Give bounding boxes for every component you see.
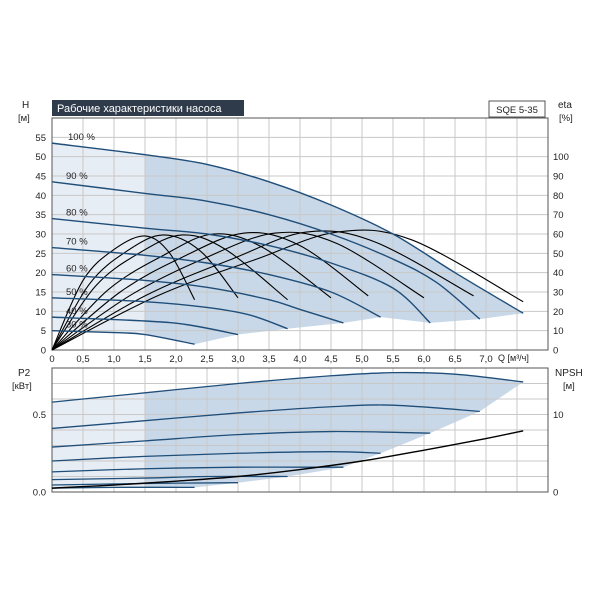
y-tick-label-left: 30 (35, 230, 46, 241)
x-tick-label: 3,0 (231, 354, 244, 365)
x-tick-label: 1,5 (138, 354, 151, 365)
head-curve (51, 246, 381, 318)
x-tick-label: 5,0 (355, 354, 368, 365)
power-curve (51, 451, 381, 462)
power-curve (51, 430, 431, 448)
npsh-tick-label: 10 (553, 410, 564, 421)
y-tick-label-right: 100 (553, 152, 569, 163)
power-curve (51, 466, 344, 473)
y-tick-label-left: 50 (35, 152, 46, 163)
series-label: 50 % (66, 287, 88, 298)
y-tick-label-left: 20 (35, 268, 46, 279)
eta-curve (51, 234, 239, 351)
upper-right-axis-label: eta (558, 100, 572, 111)
x-tick-label: 2,5 (200, 354, 213, 365)
y-tick-label-right: 50 (553, 249, 564, 260)
x-axis-label: Q [м³/ч] (498, 353, 529, 363)
x-tick-label: 0,5 (76, 354, 89, 365)
eta-curve (51, 229, 524, 351)
y-tick-label-right: 10 (553, 326, 564, 337)
y-tick-label-left: 55 (35, 133, 46, 144)
x-tick-label: 6,5 (448, 354, 461, 365)
npsh-tick-label: 0 (553, 488, 558, 499)
lower-plot-frame (51, 367, 549, 493)
head-curve (51, 316, 239, 336)
y-tick-label-right: 80 (553, 191, 564, 202)
series-label: 30 % (66, 320, 88, 331)
y-tick-label-left: 45 (35, 172, 46, 183)
x-tick-label: 7,0 (479, 354, 492, 365)
power-curve (51, 475, 288, 481)
head-curve (51, 273, 344, 324)
upper-right-axis-unit: [%] (559, 113, 573, 124)
p2-tick-label: 0.0 (33, 488, 46, 499)
lower-right-axis-unit: [м] (563, 381, 575, 392)
lower-left-axis-unit: [кВт] (12, 381, 32, 392)
series-label: 90 % (66, 171, 88, 182)
y-tick-label-left: 5 (41, 326, 46, 337)
x-tick-label: 0 (49, 354, 54, 365)
head-curve (51, 329, 195, 345)
power-curve (51, 371, 524, 403)
power-curve (51, 404, 480, 430)
power-plot: 0.0 0.5 0 10 (33, 367, 564, 499)
head-plot: 0 0,5 1,0 1,5 2,0 2,5 3,0 3,5 4,0 4,5 5,0 5,5 6,0 6,5… (35, 117, 569, 365)
y-tick-label-left: 10 (35, 307, 46, 318)
y-tick-label-right: 20 (553, 307, 564, 318)
y-tick-label-right: 30 (553, 288, 564, 299)
y-tick-label-right: 0 (553, 346, 558, 357)
y-tick-label-right: 90 (553, 172, 564, 183)
operating-area (52, 143, 524, 345)
y-tick-label-right: 40 (553, 268, 564, 279)
lower-right-axis-label: NPSH (555, 368, 583, 379)
upper-left-axis-label: H (22, 100, 29, 111)
y-tick-label-left: 40 (35, 191, 46, 202)
eta-curve (51, 234, 288, 351)
head-curve (51, 181, 481, 320)
eta-curve (51, 235, 196, 351)
eta-curve (51, 233, 332, 351)
lower-left-axis-label: P2 (18, 368, 31, 379)
y-tick-label-left: 0 (41, 346, 46, 357)
chart-title: Рабочие характеристики насоса (57, 103, 222, 115)
model-box (488, 100, 546, 118)
head-curve (51, 142, 524, 314)
series-label: 70 % (66, 237, 88, 248)
y-tick-label-left: 15 (35, 288, 46, 299)
series-label: 80 % (66, 208, 88, 219)
x-tick-label: 3,5 (262, 354, 275, 365)
head-curve (51, 297, 288, 330)
x-tick-label: 2,0 (169, 354, 182, 365)
npsh-curve (51, 430, 524, 489)
x-tick-label: 5,5 (386, 354, 399, 365)
power-area (52, 372, 524, 489)
x-tick-label: 6,0 (417, 354, 430, 365)
eta-curve (51, 232, 369, 351)
model-label: SQE 5-35 (496, 105, 538, 116)
head-curve (51, 217, 431, 324)
upper-left-axis-unit: [м] (18, 113, 30, 124)
p2-tick-label: 0.5 (33, 410, 46, 421)
series-label: 60 % (66, 264, 88, 275)
series-label: 40 % (66, 306, 88, 317)
x-tick-label: 4,5 (324, 354, 337, 365)
series-label: 100 % (68, 132, 95, 143)
x-tick-label: 4,0 (293, 354, 306, 365)
x-tick-label: 1,0 (107, 354, 120, 365)
y-tick-label-left: 35 (35, 210, 46, 221)
title-background (52, 100, 244, 116)
y-tick-label-right: 60 (553, 230, 564, 241)
upper-plot-frame (51, 117, 549, 351)
y-tick-label-left: 25 (35, 249, 46, 260)
y-tick-label-right: 70 (553, 210, 564, 221)
